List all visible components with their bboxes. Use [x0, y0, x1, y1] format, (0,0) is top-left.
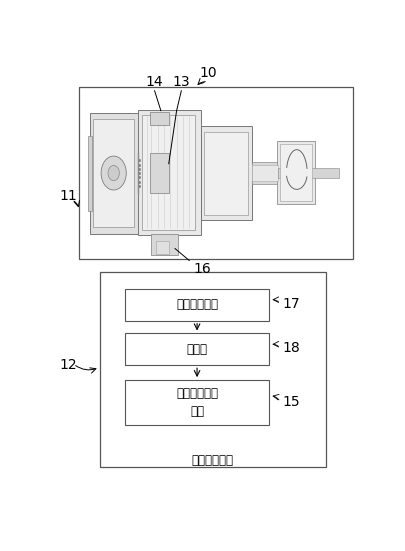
Text: 12: 12	[59, 358, 77, 372]
Bar	[93, 119, 134, 228]
Bar	[280, 144, 311, 201]
Bar	[151, 234, 178, 255]
Bar	[156, 241, 168, 253]
Bar	[124, 333, 269, 365]
Bar	[124, 380, 269, 425]
Circle shape	[108, 165, 119, 181]
Bar	[277, 168, 339, 178]
Text: 无线输电变送
单元: 无线输电变送 单元	[176, 387, 217, 418]
Bar	[200, 126, 252, 220]
Bar	[138, 110, 200, 235]
Text: 智能超声电源: 智能超声电源	[191, 454, 233, 467]
Bar	[149, 153, 168, 193]
Bar	[99, 272, 325, 467]
Bar	[142, 115, 195, 230]
Bar	[252, 165, 277, 181]
Text: 处理器: 处理器	[186, 343, 207, 356]
Text: 13: 13	[172, 75, 190, 89]
Bar	[149, 112, 168, 125]
Text: 10: 10	[199, 66, 216, 80]
Bar	[252, 162, 278, 184]
Text: 11: 11	[59, 188, 77, 203]
Text: 17: 17	[281, 296, 299, 311]
Text: 15: 15	[281, 395, 299, 409]
Text: 14: 14	[145, 75, 163, 89]
Bar	[90, 113, 139, 234]
Text: 无线收变单元: 无线收变单元	[176, 298, 217, 311]
Text: 16: 16	[194, 262, 211, 276]
Bar	[79, 87, 352, 259]
Bar	[204, 132, 248, 214]
Bar	[277, 141, 314, 204]
Bar	[87, 136, 92, 211]
Circle shape	[101, 156, 126, 190]
Bar	[124, 289, 269, 321]
Text: 18: 18	[281, 341, 299, 355]
